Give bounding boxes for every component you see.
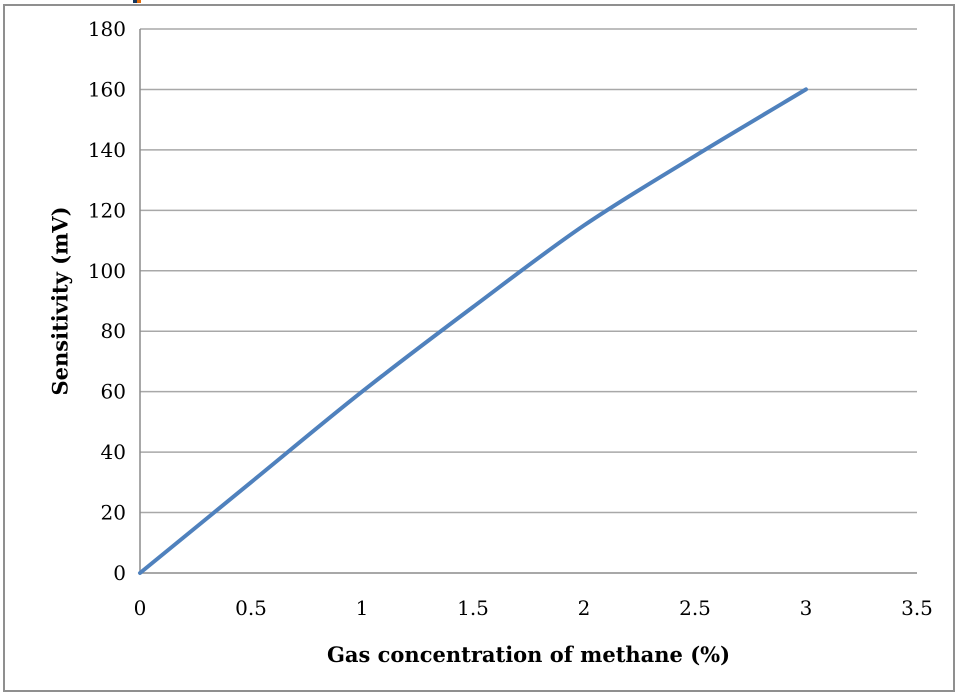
x-tick-label: 2.5 [679,596,711,620]
y-tick-label: 0 [113,561,126,585]
y-tick-label: 140 [88,138,126,162]
y-tick-label: 160 [88,77,126,101]
y-tick-label: 120 [88,198,126,222]
x-tick-label: 0.5 [235,596,267,620]
x-tick-label: 0 [134,596,147,620]
y-tick-label: 80 [101,319,126,343]
x-tick-label: 2 [578,596,591,620]
chart-border-frame [3,4,955,692]
y-tick-label: 40 [101,440,126,464]
series-line-sensitivity [138,87,808,575]
top-edge-artifact [133,0,141,3]
y-tick-label: 60 [101,380,126,404]
x-tick-label: 3.5 [901,596,933,620]
top-edge-artifact-right [137,0,141,3]
x-axis-title: Gas concentration of methane (%) [326,642,731,667]
y-tick-label: 180 [88,17,126,41]
x-tick-label: 1.5 [457,596,489,620]
x-tick-label: 1 [356,596,369,620]
y-tick-label: 100 [88,259,126,283]
top-edge-artifact-left [133,0,137,3]
x-tick-label: 3 [800,596,813,620]
y-axis-title: Sensitivity (mV) [47,206,73,396]
y-tick-label: 20 [101,501,126,525]
